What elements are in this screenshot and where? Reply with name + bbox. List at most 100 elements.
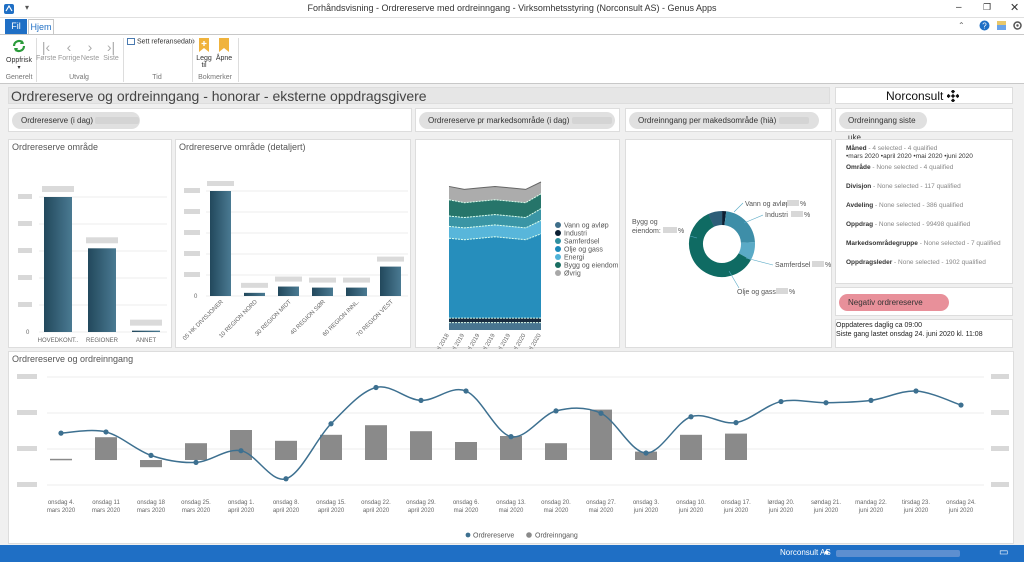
legend-marker [555, 230, 561, 236]
forrige-button[interactable]: ‹ Forrige [58, 39, 81, 62]
help-icon[interactable]: ? [979, 20, 990, 31]
ordrereserve-point [58, 430, 64, 436]
legend-marker [555, 270, 561, 276]
value-blurred [663, 227, 677, 233]
forste-button[interactable]: |‹ Første [36, 39, 57, 62]
ordreinngang-bar [455, 442, 477, 460]
legend-ordrereserve: Ordrereserve [473, 533, 514, 540]
settings-icon[interactable] [1012, 20, 1023, 31]
title-bar: ▾ Forhåndsvisning - Ordrereserve med ord… [0, 0, 1024, 18]
close-icon[interactable]: ✕ [1010, 2, 1020, 14]
apne-bookmark-button[interactable]: Åpne [215, 37, 233, 62]
dashboard: Ordrereserve og ordreinngang - honorar -… [6, 86, 1018, 544]
y-tick-blurred [184, 272, 200, 277]
tab-fil[interactable]: Fil [5, 19, 27, 34]
x-tick-label: onsdag 22. [361, 500, 391, 506]
percent-label: % [800, 201, 806, 208]
filter-2[interactable]: Divisjon - None selected - 117 qualified [846, 183, 961, 190]
last-loaded: Siste gang lastet onsdag 24. juni 2020 k… [836, 331, 983, 338]
x-tick-label: onsdag 1. [228, 500, 255, 506]
kpi-ordrereserve-markedsomrade[interactable]: Ordrereserve pr markedsområde (i dag) [419, 112, 615, 129]
x-tick-label: juni 2020 [768, 508, 794, 514]
status-bar: Norconsult AS ● ▭ [0, 545, 1024, 562]
chart-omrade-svg: 0 HOVEDKONT.. REGIONER ANNET [18, 186, 167, 344]
area-vann-og-avløp [449, 322, 541, 330]
data-label-blurred [309, 277, 336, 283]
data-label-blurred [343, 277, 370, 283]
legend-marker [555, 262, 561, 268]
kpi-ordreinngang-markedsomrade[interactable]: Ordreinngang per makedsområde (hià) [629, 112, 819, 129]
kpi-ordrereserve[interactable]: Ordrereserve (i dag) [12, 112, 140, 129]
sett-referansedato-button[interactable]: Sett referansedato [127, 38, 195, 45]
ordrereserve-point [193, 459, 199, 465]
leader-line [728, 270, 740, 289]
kpi-ordreinngang-siste-uke[interactable]: Ordreinngang siste uke [839, 112, 927, 142]
x-tick-label: onsdag 17. [721, 500, 751, 506]
percent-label: % [804, 212, 810, 219]
data-label-blurred [241, 282, 268, 288]
collapse-ribbon-icon[interactable]: ⌃ [958, 21, 965, 30]
x-tick-label: lørdag 20. [767, 500, 794, 506]
x-tick-label: onsdag 10. [676, 500, 706, 506]
filter-value: - None selected - 117 qualified [871, 183, 961, 190]
calendar-icon [127, 38, 135, 45]
panel-title: Ordrereserve område (detaljert) [179, 142, 306, 152]
maximize-icon[interactable]: ❐ [983, 2, 992, 12]
value-blurred [776, 288, 788, 294]
value-blurred [787, 200, 799, 206]
brand-logo: Norconsult [835, 87, 1013, 104]
legend-marker-ordreinngang [526, 532, 532, 538]
ordrereserve-point [463, 388, 469, 394]
ordreinngang-bar [185, 443, 207, 460]
svg-text:?: ? [982, 22, 987, 31]
percent-label: % [825, 262, 831, 269]
filter-5[interactable]: Markedsområdegruppe - None selected - 7 … [846, 240, 1001, 247]
filter-3[interactable]: Avdeling - None selected - 386 qualified [846, 202, 963, 209]
filter-6[interactable]: Oppdragsleder - None selected - 1902 qua… [846, 259, 986, 266]
x-tick-label: søndag 21. [811, 500, 841, 506]
x-tick-label: onsdag 29. [406, 500, 436, 506]
ordrereserve-point [958, 402, 964, 408]
category-label: 60 REGION INNL. [322, 299, 361, 338]
ordreinngang-bar [725, 433, 747, 460]
group-generelt: Generelt [5, 74, 33, 81]
area-olje-og-gass [449, 233, 541, 319]
y-tick-label: 0 [194, 294, 198, 300]
legend-label: Samferdsel [564, 239, 600, 246]
bar [346, 287, 367, 296]
ordrereserve-point [778, 398, 784, 405]
slice-label: Vann og avløp [745, 201, 790, 208]
y-tick-right-blurred [991, 482, 1009, 487]
siste-button[interactable]: ›| Siste [101, 39, 121, 62]
filter-1[interactable]: Område - None selected - 4 qualified [846, 164, 953, 171]
area-energi [449, 220, 541, 240]
y-tick-left-blurred [17, 482, 37, 487]
filter-value: - None selected - 1902 qualified [892, 259, 986, 266]
tab-hjem[interactable]: Hjem [28, 19, 54, 34]
legend-label: Vann og avløp [564, 223, 609, 230]
bar [44, 197, 72, 332]
chat-icon[interactable]: ▭ [999, 547, 1009, 558]
x-tick-label: onsdag 6. [453, 500, 480, 506]
oppfrisk-button[interactable]: Oppfrisk ▾ [6, 37, 32, 71]
filter-label: Avdeling [846, 202, 874, 209]
slice-industri [689, 211, 755, 277]
bar [278, 286, 299, 296]
quick-access-dropdown-icon[interactable]: ▾ [25, 3, 30, 12]
legg-til-bookmark-button[interactable]: Legg til [195, 37, 213, 69]
legend-marker [555, 238, 561, 244]
minimize-icon[interactable]: – [956, 2, 962, 13]
flag-icon[interactable] [996, 20, 1007, 31]
series-line [448, 220, 542, 229]
filter-4[interactable]: Oppdrag - None selected - 99498 qualifie… [846, 221, 970, 228]
ribbon: Oppfrisk ▾ Generelt |‹ Første ‹ Forrige › N… [0, 34, 1024, 84]
neste-button[interactable]: › Neste [80, 39, 100, 62]
negativ-ordrereserve-button[interactable]: Negativ ordrereserve [839, 294, 949, 311]
percent-label: % [789, 289, 795, 296]
x-tick-label: onsdag 20. [541, 500, 571, 506]
filter-label: Oppdrag [846, 221, 874, 228]
x-tick-label: onsdag 25. [181, 500, 211, 506]
filter-0[interactable]: Måned - 4 selected - 4 qualified [846, 145, 937, 152]
x-tick-label: mars 2020 [182, 508, 211, 514]
data-label-blurred [377, 256, 404, 262]
